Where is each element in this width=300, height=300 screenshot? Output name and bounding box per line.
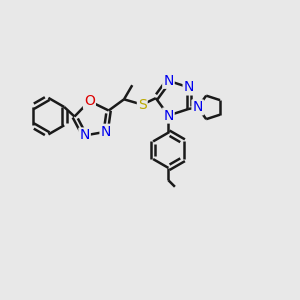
Text: O: O: [84, 94, 95, 108]
Text: N: N: [80, 128, 90, 142]
Text: N: N: [184, 80, 194, 94]
Text: N: N: [163, 74, 174, 88]
Text: S: S: [138, 98, 147, 112]
Text: N: N: [100, 125, 111, 139]
Text: N: N: [163, 109, 174, 122]
Text: N: N: [193, 100, 203, 114]
